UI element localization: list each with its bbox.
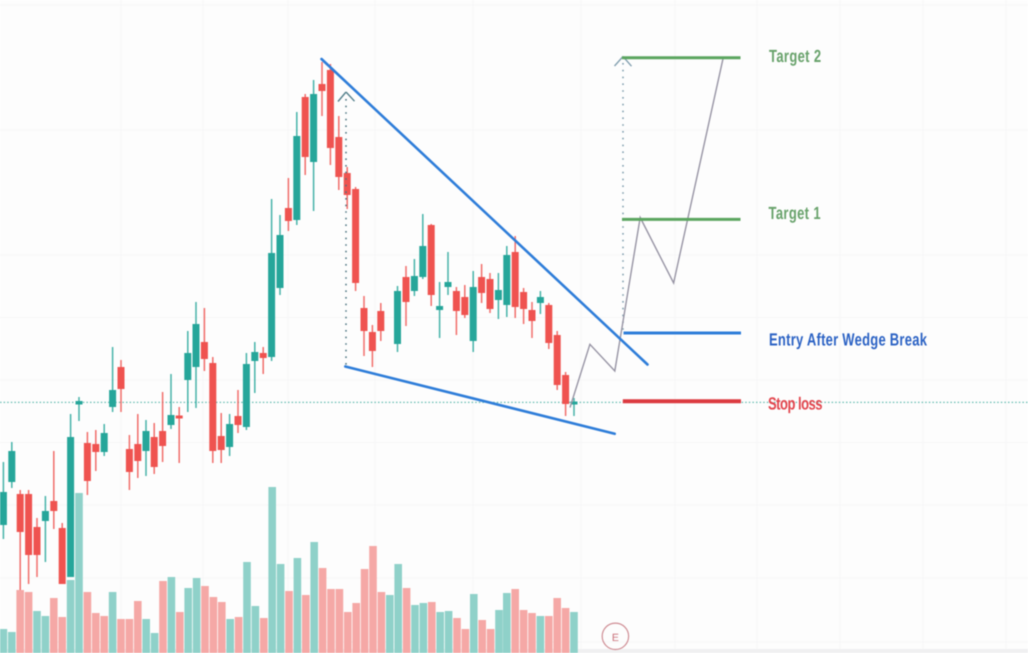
svg-text:E: E xyxy=(612,632,619,644)
svg-text:Stop loss: Stop loss xyxy=(768,393,822,413)
svg-text:Entry After Wedge Break: Entry After Wedge Break xyxy=(769,329,928,349)
svg-text:Target 1: Target 1 xyxy=(769,203,821,223)
svg-text:Target 2: Target 2 xyxy=(769,46,821,66)
